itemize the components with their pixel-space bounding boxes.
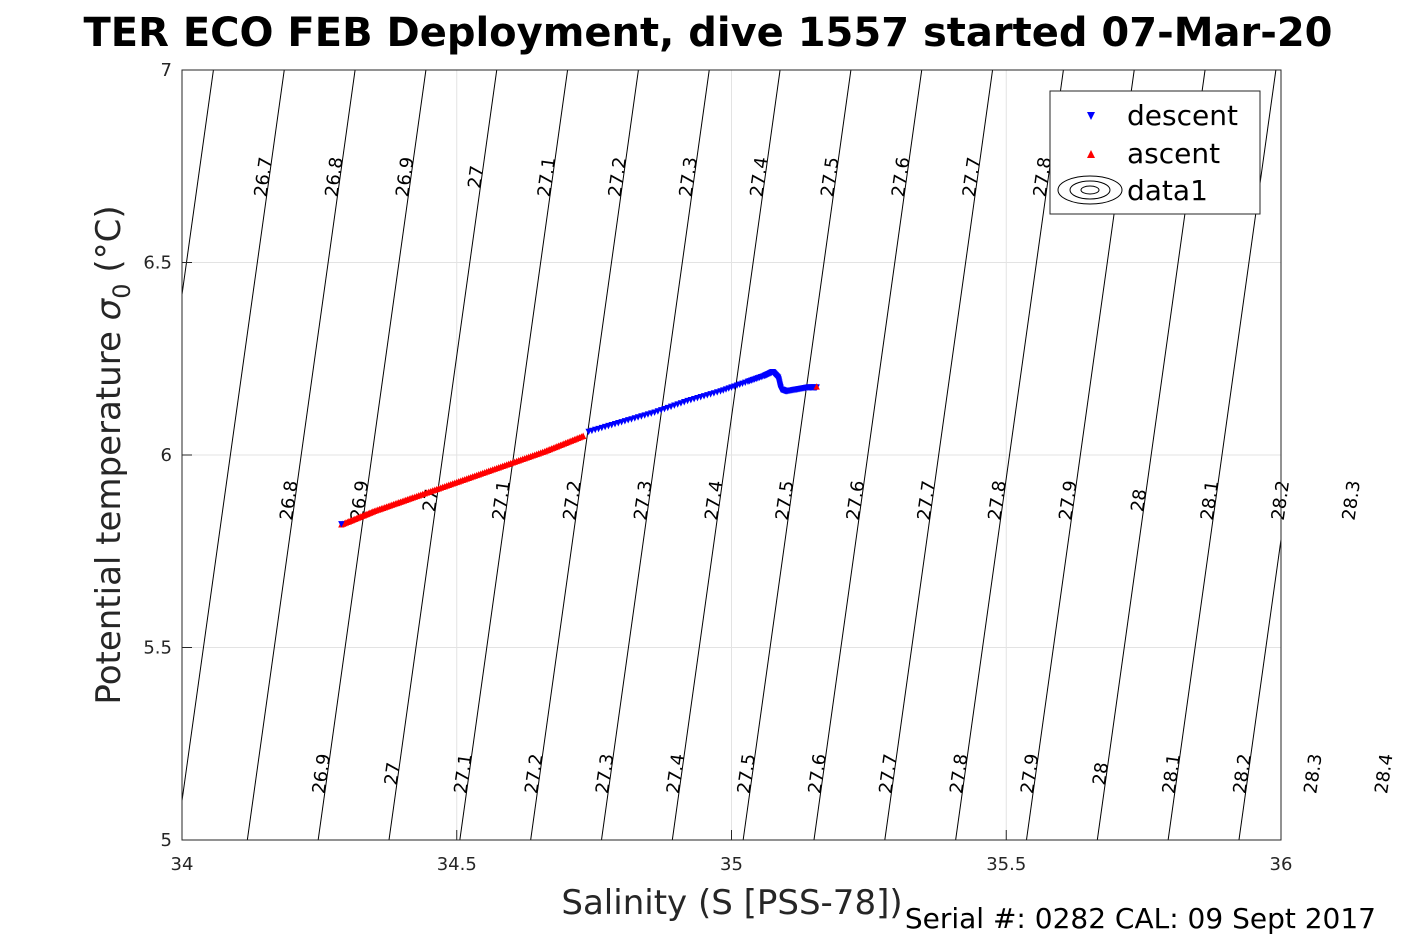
ascent-point (813, 383, 820, 390)
legend-label-ascent: ascent (1127, 137, 1220, 170)
y-axis-ticks: 5 5.5 6 6.5 7 (143, 60, 192, 851)
isopycnal-27.0 (388, 70, 498, 840)
isopycnal-27.3 (600, 70, 710, 840)
isopycnal-28.3 (1310, 70, 1417, 840)
contour-label: 28.3 (1339, 479, 1365, 522)
x-axis-label: Salinity (S [PSS-78]) (561, 883, 902, 923)
serial-footnote: Serial #: 0282 CAL: 09 Sept 2017 (905, 902, 1376, 935)
contour-label: 28.4 (1371, 752, 1397, 795)
isopycnal-28.4 (1381, 70, 1417, 840)
y-axis-label: Potential temperature σ0 (°C) (89, 205, 136, 704)
isopycnal-27.7 (884, 70, 994, 840)
x-tick-label: 34 (171, 854, 194, 875)
density-contours (182, 70, 1417, 840)
x-tick-label: 35 (720, 854, 743, 875)
isopycnal-27.6 (813, 70, 923, 840)
y-tick-label: 7 (161, 60, 172, 81)
isopycnal-26.6 (182, 70, 214, 299)
isopycnal-27.2 (530, 70, 639, 840)
descent-point (338, 521, 345, 528)
legend-label-data1: data1 (1127, 174, 1208, 207)
isopycnal-26.9 (317, 70, 427, 840)
legend[interactable]: descent ascent data1 (1049, 90, 1261, 215)
y-tick-label: 6 (161, 445, 172, 466)
y-tick-label: 5 (161, 830, 172, 851)
ascent-legend-marker (1087, 150, 1095, 158)
isopycnal-28.2 (1238, 535, 1281, 840)
x-tick-label: 36 (1270, 854, 1293, 875)
isopycnal-27.8 (955, 70, 1064, 840)
contour-label: 28 (1089, 761, 1113, 787)
x-axis-ticks: 34 34.5 35 35.5 36 (171, 830, 1293, 875)
chart-title: TER ECO FEB Deployment, dive 1557 starte… (83, 10, 1332, 56)
y-tick-label: 5.5 (143, 638, 172, 659)
y-tick-label: 6.5 (143, 253, 172, 274)
legend-label-descent: descent (1127, 99, 1238, 132)
isopycnal-27.1 (459, 70, 569, 840)
grid-lines (182, 70, 1281, 840)
isopycnal-26.7 (182, 70, 285, 805)
contour-label: 28.3 (1300, 752, 1326, 795)
contour-label: 27 (381, 761, 405, 787)
x-tick-label: 35.5 (986, 854, 1026, 875)
x-tick-label: 34.5 (437, 854, 477, 875)
ascent-point (579, 432, 587, 439)
contour-label: 28 (1127, 488, 1151, 514)
contour-label: 27 (464, 164, 488, 190)
isopycnal-27.4 (671, 70, 781, 840)
data-points (338, 369, 820, 528)
contour-legend-icon (1057, 175, 1123, 205)
descent-legend-marker (1087, 112, 1095, 120)
isopycnal-27.5 (742, 70, 852, 840)
isopycnal-26.8 (246, 70, 356, 840)
